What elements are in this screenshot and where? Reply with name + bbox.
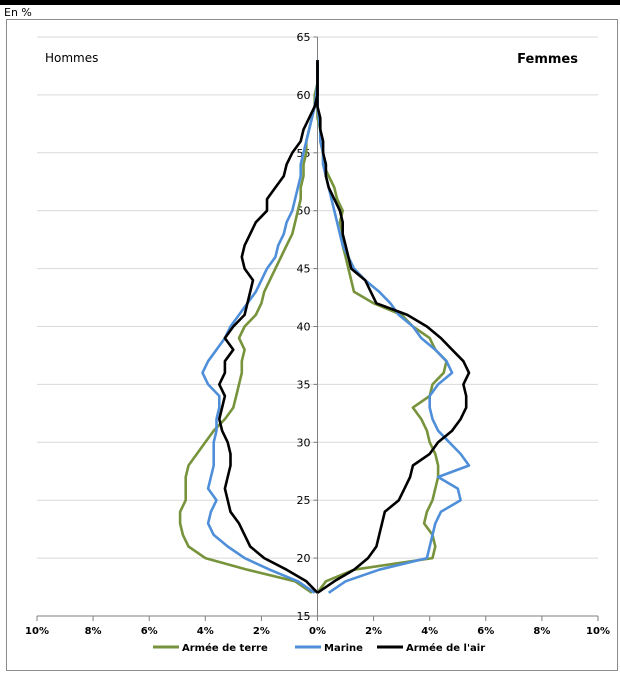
x-tick-label: 6%	[477, 626, 494, 637]
x-tick-label: 8%	[85, 626, 102, 637]
x-tick-label: 2%	[253, 626, 270, 637]
x-tick-label: 4%	[421, 626, 438, 637]
series-1-men-line	[178, 60, 319, 594]
legend: Armée de terre Marine Armée de l'air	[153, 642, 485, 654]
men-side-label: Hommes	[45, 51, 98, 65]
chart-frame: 15 20 25 30 35 40 45 50 55 60 65 10% 8% 6% 4% 2% 0% 2% 4%…	[6, 19, 618, 671]
x-tick-label: 10%	[25, 626, 49, 637]
series-2-men-line	[201, 60, 319, 594]
legend-label: Armée de terre	[182, 642, 268, 654]
x-tick-labels: 10% 8% 6% 4% 2% 0% 2% 4% 6% 8% 10%	[25, 626, 610, 637]
x-tick-label: 8%	[533, 626, 550, 637]
y-tick-label: 15	[297, 610, 311, 623]
y-tick-label: 35	[297, 378, 311, 391]
series-lines	[178, 60, 471, 594]
axes	[36, 36, 599, 621]
y-tick-label: 25	[297, 494, 311, 507]
y-tick-label: 30	[297, 436, 311, 449]
y-tick-label: 60	[297, 89, 311, 102]
x-tick-label: 6%	[141, 626, 158, 637]
x-tick-label: 0%	[309, 626, 326, 637]
unit-label: En %	[4, 6, 32, 19]
women-side-label: Femmes	[517, 52, 578, 67]
y-tick-label: 20	[297, 552, 311, 565]
x-tick-label: 2%	[365, 626, 382, 637]
y-tick-label: 45	[297, 263, 311, 276]
top-rule	[0, 0, 620, 5]
series-3-men-line	[218, 60, 319, 594]
y-tick-label: 50	[297, 205, 311, 218]
series-3-women-line	[316, 60, 471, 594]
x-tick-label: 10%	[586, 626, 610, 637]
legend-label: Armée de l'air	[406, 642, 485, 654]
y-tick-label: 65	[297, 31, 311, 44]
x-tick-label: 4%	[197, 626, 214, 637]
y-tick-label: 40	[297, 321, 311, 334]
legend-label: Marine	[324, 643, 363, 654]
